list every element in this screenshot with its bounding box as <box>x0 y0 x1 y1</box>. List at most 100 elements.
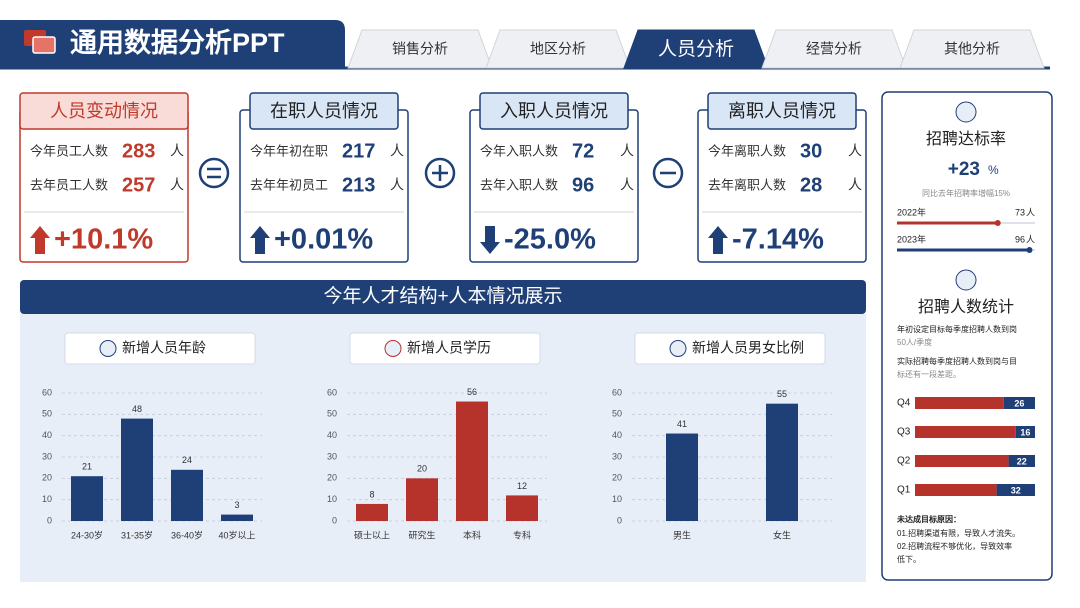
row-label: 今年离职人数 <box>708 143 786 158</box>
chart-title-icon <box>99 340 117 357</box>
change-value: +10.1% <box>54 224 153 256</box>
tab[interactable] <box>899 29 1045 69</box>
row-unit: 人 <box>848 177 862 193</box>
progress-bar <box>897 221 998 225</box>
progress-bar <box>897 248 1030 252</box>
tab[interactable] <box>761 29 907 69</box>
chart-title-pill <box>349 332 541 365</box>
target-note: 年初设定目标每季度招聘人数到岗 <box>897 324 1017 334</box>
card-title: 在职人员情况 <box>270 101 378 121</box>
x-tick-label: 24-30岁 <box>71 529 103 540</box>
trend-arrow <box>708 226 728 254</box>
chart-title: 新增人员男女比例 <box>692 340 804 356</box>
panel-icon <box>955 101 977 123</box>
tab-label[interactable]: 经营分析 <box>806 41 862 57</box>
x-tick-label: 女生 <box>773 529 791 540</box>
reason: 01.招聘渠道有限，导致人才流失。 <box>897 528 1020 538</box>
data-label: 26 <box>1014 398 1024 408</box>
chart-title-pill <box>634 332 826 365</box>
x-tick-label: 31-35岁 <box>121 529 153 540</box>
bar-value: 96 <box>1015 234 1025 244</box>
change-value: -25.0% <box>504 224 596 256</box>
tab[interactable] <box>485 29 631 69</box>
y-tick-label: 0 <box>332 515 337 525</box>
y-tick-label: Q3 <box>897 427 911 438</box>
chart-title-icon <box>669 340 687 357</box>
card-title-box <box>479 92 629 130</box>
chart-title: 新增人员学历 <box>407 340 491 356</box>
rate-unit: % <box>988 163 999 177</box>
chart-title: 新增人员年龄 <box>122 340 206 356</box>
section-title: 今年人才结构+人本情况展示 <box>323 285 562 307</box>
row-value: 213 <box>342 174 375 196</box>
card-title: 离职人员情况 <box>728 101 836 121</box>
row-label: 去年年初员工 <box>250 177 328 192</box>
row-value: 30 <box>800 140 822 162</box>
row-label: 去年离职人数 <box>708 177 786 192</box>
data-label: 48 <box>132 404 142 414</box>
row-label: 今年年初在职 <box>250 143 328 158</box>
bar-segment <box>1003 397 1035 409</box>
y-tick-label: 20 <box>612 473 622 483</box>
data-label: 12 <box>517 481 527 491</box>
row-label: 去年入职人数 <box>480 177 558 192</box>
reason: 低下。 <box>897 554 921 564</box>
data-label: 41 <box>677 419 687 429</box>
row-unit: 人 <box>170 143 184 159</box>
row-unit: 人 <box>620 143 634 159</box>
target-note: 50人/季度 <box>897 337 932 347</box>
reason: 02.招聘流程不够优化，导致效率 <box>897 541 1012 551</box>
bar-label: 2022年 <box>897 206 926 217</box>
bar-value: 73 <box>1015 207 1025 217</box>
x-tick-label: 36-40岁 <box>171 529 203 540</box>
x-tick-label: 男生 <box>673 529 691 540</box>
tab[interactable] <box>347 29 493 69</box>
row-value: 217 <box>342 140 375 162</box>
row-value: 96 <box>572 174 594 196</box>
data-label: 56 <box>467 387 477 397</box>
section-banner <box>20 280 866 314</box>
actual-note: 实际招聘每季度招聘人数到岗与目 <box>897 356 1017 366</box>
y-tick-label: 50 <box>42 409 52 419</box>
data-label: 55 <box>777 389 787 399</box>
data-label: 20 <box>417 464 427 474</box>
bar-segment <box>915 397 1004 409</box>
row-value: 283 <box>122 140 155 162</box>
tab-label[interactable]: 销售分析 <box>392 41 448 57</box>
bar-segment <box>915 426 1016 438</box>
bar <box>221 514 253 521</box>
bar <box>456 401 488 521</box>
bar <box>406 478 438 521</box>
y-tick-label: 0 <box>617 515 622 525</box>
y-tick-label: 30 <box>327 451 337 461</box>
y-tick-label: Q4 <box>897 398 911 409</box>
y-tick-label: 30 <box>612 451 622 461</box>
data-label: 3 <box>234 500 239 510</box>
y-tick-label: 40 <box>327 430 337 440</box>
row-value: 28 <box>800 174 822 196</box>
change-value: -7.14% <box>732 224 824 256</box>
chart-title-pill <box>64 332 256 365</box>
tab-active[interactable] <box>623 29 769 69</box>
bar <box>506 495 538 521</box>
tab-label[interactable]: 地区分析 <box>530 41 586 57</box>
x-tick-label: 研究生 <box>408 529 435 540</box>
tab-label[interactable]: 其他分析 <box>944 41 1000 57</box>
row-value: 257 <box>122 174 155 196</box>
row-label: 去年员工人数 <box>30 177 108 192</box>
plus-sign <box>424 157 456 189</box>
row-unit: 人 <box>848 143 862 159</box>
panel-icon <box>955 269 977 291</box>
trend-arrow <box>480 226 500 254</box>
y-tick-label: 20 <box>42 473 52 483</box>
y-tick-label: 0 <box>47 515 52 525</box>
tab-label[interactable]: 人员分析 <box>658 38 734 60</box>
reason-title: 未达成目标原因： <box>896 514 961 524</box>
operators <box>198 157 684 189</box>
actual-note: 标还有一段差距。 <box>897 369 961 379</box>
card-title-box <box>707 92 857 130</box>
rate-value: +23 <box>948 159 980 180</box>
row-unit: 人 <box>170 177 184 193</box>
bar-segment <box>915 455 1009 467</box>
card-title: 人员变动情况 <box>50 101 158 121</box>
